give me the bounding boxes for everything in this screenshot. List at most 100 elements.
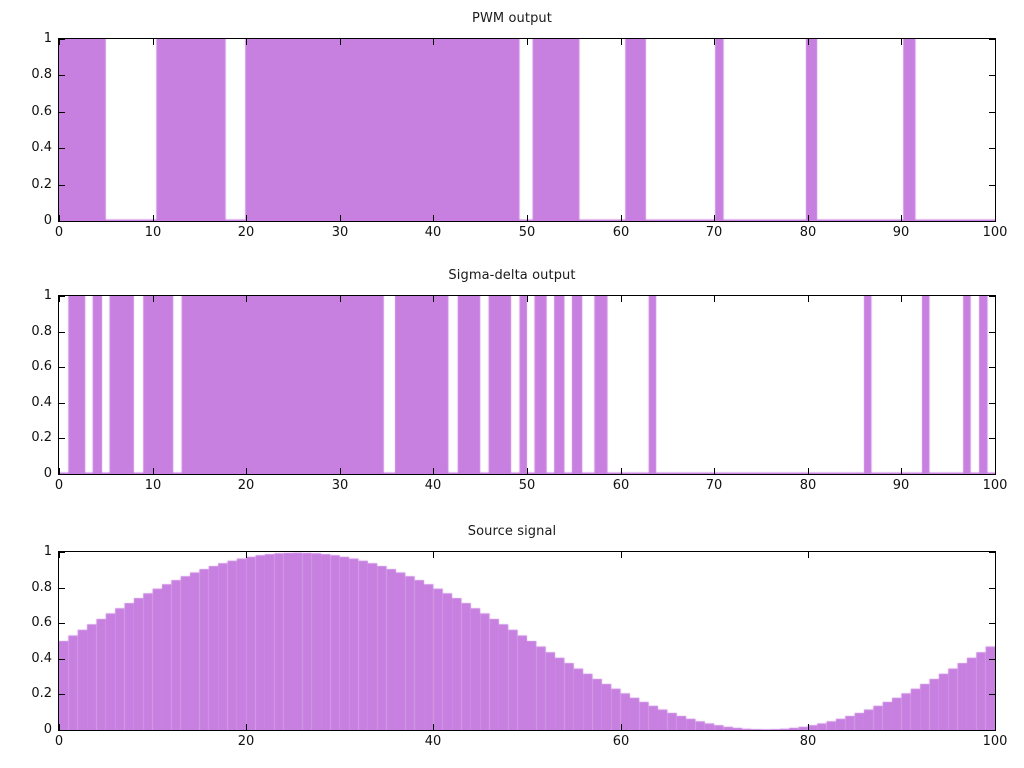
- ytick-mark-source-2: [59, 659, 65, 660]
- xtick-mark-top-sigma-delta-3: [340, 296, 341, 302]
- ytick-mark-source-4: [59, 588, 65, 589]
- ytick-label-sigma-delta-4: 0.8: [31, 324, 52, 339]
- xtick-label-sigma-delta-10: 100: [982, 478, 1008, 493]
- xtick-mark-top-sigma-delta-4: [433, 296, 434, 302]
- ytick-mark-right-pwm-2: [989, 148, 995, 149]
- xtick-mark-top-pwm-4: [433, 39, 434, 45]
- xtick-mark-pwm-10: [995, 215, 996, 221]
- ytick-mark-sigma-delta-3: [59, 367, 65, 368]
- ytick-label-pwm-5: 1: [43, 31, 52, 46]
- xtick-mark-top-source-3: [621, 552, 622, 558]
- ytick-label-source-3: 0.6: [31, 615, 52, 630]
- ytick-mark-source-1: [59, 694, 65, 695]
- plot-area-sigma-delta: [58, 295, 996, 475]
- xtick-mark-pwm-0: [59, 215, 60, 221]
- ytick-mark-source-3: [59, 623, 65, 624]
- xtick-mark-pwm-7: [714, 215, 715, 221]
- ytick-mark-source-5: [59, 552, 65, 553]
- ytick-mark-right-sigma-delta-0: [989, 474, 995, 475]
- xtick-mark-top-source-2: [433, 552, 434, 558]
- xtick-mark-top-sigma-delta-7: [714, 296, 715, 302]
- xtick-label-source-3: 60: [612, 734, 630, 749]
- ytick-mark-pwm-1: [59, 185, 65, 186]
- xtick-label-sigma-delta-7: 70: [705, 478, 723, 493]
- ytick-label-pwm-0: 0: [43, 213, 52, 228]
- xtick-mark-top-source-0: [59, 552, 60, 558]
- xtick-mark-top-pwm-8: [808, 39, 809, 45]
- xtick-mark-top-sigma-delta-5: [527, 296, 528, 302]
- xtick-mark-pwm-5: [527, 215, 528, 221]
- ytick-mark-right-pwm-3: [989, 112, 995, 113]
- xtick-mark-top-sigma-delta-10: [995, 296, 996, 302]
- xtick-mark-top-pwm-2: [246, 39, 247, 45]
- xtick-label-source-4: 80: [799, 734, 817, 749]
- plot-area-source: [58, 551, 996, 731]
- xtick-label-source-5: 100: [982, 734, 1008, 749]
- plot-data-pwm: [59, 39, 995, 221]
- xtick-mark-sigma-delta-0: [59, 468, 60, 474]
- xtick-label-sigma-delta-4: 40: [424, 478, 442, 493]
- xtick-label-pwm-10: 100: [982, 225, 1008, 240]
- xtick-mark-pwm-6: [621, 215, 622, 221]
- ytick-label-sigma-delta-2: 0.4: [31, 395, 52, 410]
- ytick-mark-pwm-5: [59, 39, 65, 40]
- ytick-mark-sigma-delta-0: [59, 474, 65, 475]
- xtick-mark-top-sigma-delta-1: [153, 296, 154, 302]
- ytick-mark-right-source-4: [989, 588, 995, 589]
- xtick-mark-top-pwm-10: [995, 39, 996, 45]
- ytick-mark-right-sigma-delta-3: [989, 367, 995, 368]
- xtick-mark-pwm-4: [433, 215, 434, 221]
- ytick-mark-sigma-delta-5: [59, 296, 65, 297]
- ytick-label-pwm-1: 0.2: [31, 177, 52, 192]
- xtick-label-sigma-delta-2: 20: [237, 478, 255, 493]
- ytick-mark-right-source-3: [989, 623, 995, 624]
- ytick-mark-sigma-delta-2: [59, 403, 65, 404]
- plot-area-pwm: [58, 38, 996, 222]
- xtick-label-source-2: 40: [424, 734, 442, 749]
- xtick-mark-source-0: [59, 724, 60, 730]
- plot-title-pwm: PWM output: [472, 11, 552, 26]
- xtick-label-pwm-9: 90: [892, 225, 910, 240]
- ytick-label-source-2: 0.4: [31, 651, 52, 666]
- ytick-mark-right-pwm-1: [989, 185, 995, 186]
- xtick-label-pwm-8: 80: [799, 225, 817, 240]
- xtick-label-sigma-delta-6: 60: [612, 478, 630, 493]
- xtick-mark-source-4: [808, 724, 809, 730]
- xtick-mark-top-pwm-9: [901, 39, 902, 45]
- xtick-mark-top-source-4: [808, 552, 809, 558]
- xtick-mark-sigma-delta-9: [901, 468, 902, 474]
- xtick-mark-top-pwm-3: [340, 39, 341, 45]
- xtick-mark-top-source-5: [995, 552, 996, 558]
- xtick-label-source-0: 0: [54, 734, 64, 749]
- xtick-mark-sigma-delta-6: [621, 468, 622, 474]
- ytick-mark-right-sigma-delta-4: [989, 332, 995, 333]
- xtick-label-sigma-delta-9: 90: [892, 478, 910, 493]
- xtick-mark-sigma-delta-5: [527, 468, 528, 474]
- ytick-mark-sigma-delta-1: [59, 438, 65, 439]
- xtick-mark-sigma-delta-7: [714, 468, 715, 474]
- xtick-mark-pwm-8: [808, 215, 809, 221]
- xtick-label-pwm-1: 10: [144, 225, 162, 240]
- xtick-label-sigma-delta-1: 10: [144, 478, 162, 493]
- ytick-mark-pwm-0: [59, 221, 65, 222]
- xtick-mark-top-sigma-delta-8: [808, 296, 809, 302]
- ytick-label-sigma-delta-3: 0.6: [31, 359, 52, 374]
- xtick-mark-top-pwm-6: [621, 39, 622, 45]
- xtick-label-pwm-0: 0: [54, 225, 64, 240]
- xtick-label-pwm-4: 40: [424, 225, 442, 240]
- ytick-mark-right-pwm-5: [989, 39, 995, 40]
- ytick-mark-right-sigma-delta-5: [989, 296, 995, 297]
- plot-title-sigma-delta: Sigma-delta output: [448, 268, 576, 283]
- xtick-mark-pwm-3: [340, 215, 341, 221]
- xtick-mark-top-pwm-1: [153, 39, 154, 45]
- xtick-label-pwm-2: 20: [237, 225, 255, 240]
- xtick-mark-pwm-9: [901, 215, 902, 221]
- xtick-mark-source-2: [433, 724, 434, 730]
- xtick-mark-top-sigma-delta-9: [901, 296, 902, 302]
- ytick-mark-pwm-3: [59, 112, 65, 113]
- xtick-mark-sigma-delta-3: [340, 468, 341, 474]
